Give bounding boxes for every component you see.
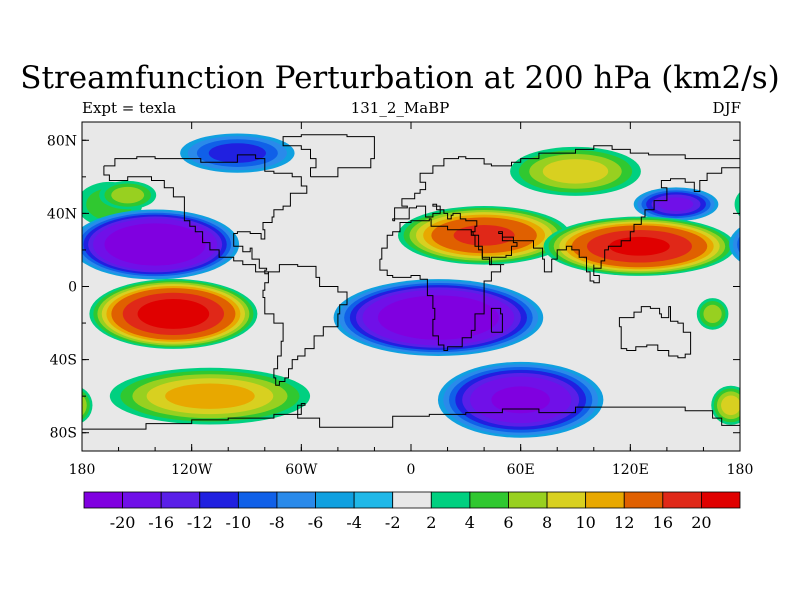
contour-band — [744, 188, 790, 220]
contour-band — [491, 386, 550, 414]
case-label: 131_2_MaBP — [350, 99, 450, 117]
colorbar-label: 4 — [465, 513, 475, 532]
contour-band — [658, 197, 694, 212]
colorbar-swatch — [122, 491, 162, 509]
colorbar-label: 10 — [575, 513, 595, 532]
colorbar-swatch — [585, 491, 625, 509]
coastline-outline — [82, 134, 740, 430]
streamfunction-field — [82, 122, 800, 451]
contour-band — [721, 395, 740, 416]
contour-band — [398, 303, 479, 333]
colorbar-swatch — [315, 491, 355, 509]
coastline-eurasia — [392, 145, 740, 284]
contour-band — [111, 186, 145, 204]
coastline-australia — [618, 306, 692, 359]
y-tick-label: 0 — [68, 280, 77, 296]
colorbar-swatch — [160, 491, 201, 509]
colorbar-label: -10 — [225, 513, 251, 532]
contour-band — [82, 401, 83, 409]
contour-band — [82, 394, 87, 416]
colorbar-label: -16 — [148, 513, 174, 532]
y-tick-label: 40N — [47, 206, 77, 222]
colorbar-swatch — [623, 491, 664, 509]
x-tick-label: 60E — [507, 462, 535, 478]
contour-center-siberian-high — [510, 146, 641, 196]
contour-center-north-atlantic-high-lat-low — [180, 133, 295, 173]
coastline-madagascar — [490, 307, 503, 333]
contour-center-north-pacific-weak-high — [99, 180, 157, 210]
contour-center-southwest-pacific-weak-high — [696, 298, 729, 330]
colorbar-swatch — [701, 491, 741, 509]
coastline-antarctica-coast — [82, 403, 740, 430]
x-tick-label: 180 — [727, 462, 754, 478]
contour-band — [733, 230, 740, 259]
colorbar-label: -20 — [110, 513, 136, 532]
colorbar-label: 8 — [542, 513, 552, 532]
contour-center-northwest-pacific-low — [633, 187, 719, 222]
colorbar-label: -6 — [308, 513, 324, 532]
y-tick-label: 40S — [50, 353, 77, 369]
colorbar-swatch — [237, 491, 278, 509]
colorbar-label: 16 — [653, 513, 673, 532]
contour-band — [746, 217, 800, 273]
x-tick-label: 180 — [69, 462, 96, 478]
season-label: DJF — [712, 99, 741, 117]
contour-center-tropical-atlantic-indian-low — [333, 279, 544, 356]
figure-title: Streamfunction Perturbation at 200 hPa (… — [20, 60, 780, 96]
colorbar-swatch — [83, 491, 123, 509]
colorbar-swatch — [430, 491, 471, 509]
contour-band — [165, 383, 255, 409]
contour-band — [777, 230, 800, 260]
colorbar-swatch — [546, 491, 587, 509]
x-tick-label: 60W — [285, 462, 318, 478]
contour-center-southeast-pacific-high — [89, 278, 258, 349]
contour-band — [762, 223, 800, 265]
colorbar-swatch — [199, 491, 239, 509]
y-tick-label: 80N — [47, 133, 77, 149]
contour-band — [609, 236, 670, 256]
map-axes: 180 120W 60W 0 60E 120E 180 80N 40N 0 40S 80S — [47, 122, 753, 478]
colorbar-label: 6 — [503, 513, 513, 532]
colorbar-swatch — [508, 491, 548, 509]
experiment-label: Expt = texla — [82, 99, 177, 117]
contour-band — [737, 235, 740, 254]
contour-band — [703, 304, 722, 324]
contour-band — [741, 215, 800, 275]
contour-band — [751, 219, 800, 271]
contour-band — [453, 224, 515, 246]
x-tick-label: 0 — [407, 462, 416, 478]
contour-band — [734, 191, 740, 217]
colorbar-label: 20 — [691, 513, 711, 532]
colorbar-swatch — [662, 491, 702, 509]
colorbar-label: -8 — [269, 513, 285, 532]
colorbar-swatch — [276, 491, 316, 509]
contour-band — [542, 159, 609, 184]
y-tick-label: 80S — [50, 426, 77, 442]
colorbar-label: -2 — [385, 513, 401, 532]
colorbar-swatch — [469, 491, 509, 509]
contour-center-asia-pacific-subtropical-high — [543, 216, 736, 276]
contour-center-south-indian-ocean-low — [437, 361, 604, 438]
contour-center-north-pacific-low — [82, 209, 800, 280]
coastline-greenland — [282, 134, 375, 178]
colorbar-label: 12 — [614, 513, 634, 532]
coastline-north-america — [103, 154, 308, 275]
colorbar-swatch — [353, 491, 394, 509]
colorbar-label: -12 — [187, 513, 213, 532]
x-tick-label: 120E — [612, 462, 649, 478]
colorbar: -20 -16 -12 -10 -8 -6 -4 -2 2 4 6 8 10 12 16 20 — [83, 491, 741, 532]
contour-band — [137, 298, 210, 329]
contour-center-eurasian-subtropical-high — [397, 206, 571, 265]
contour-band — [208, 143, 266, 163]
contour-band — [119, 229, 191, 260]
colorbar-label: 2 — [426, 513, 436, 532]
x-tick-label: 120W — [171, 462, 213, 478]
colorbar-label: -4 — [346, 513, 362, 532]
colorbar-swatch — [392, 491, 432, 509]
coastline-south-america — [262, 264, 348, 386]
coastline-africa — [379, 218, 505, 351]
contour-center-south-pacific-high — [109, 367, 311, 425]
